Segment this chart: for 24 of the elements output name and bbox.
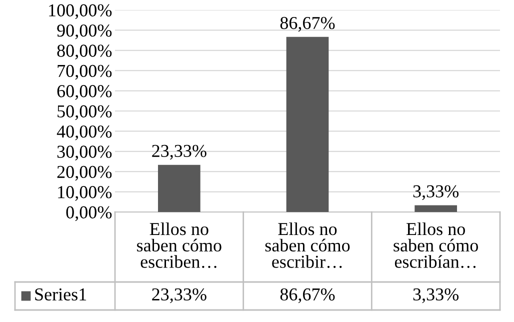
- legend-label: Series1: [35, 288, 86, 301]
- y-tick-label: 20,00%: [57, 166, 112, 181]
- x-tick-label: Ellos no saben cómo escribir…: [265, 222, 350, 268]
- y-tick-label: 70,00%: [58, 64, 112, 80]
- data-label: 86,67%: [280, 288, 335, 304]
- x-tick-label: Ellos no saben cómo escribían…: [394, 222, 478, 268]
- y-tick-label: 60,00%: [57, 85, 112, 100]
- y-tick-label: 10,00%: [58, 186, 112, 201]
- y-tick-label: 90,00%: [57, 24, 112, 40]
- y-tick-label: 50,00%: [58, 105, 112, 120]
- bar: [286, 36, 329, 212]
- y-tick-label: 0,00%: [66, 206, 112, 222]
- x-tick-label: Ellos no saben cómo escriben…: [137, 222, 222, 268]
- y-tick-label: 30,00%: [57, 146, 112, 160]
- bar: [414, 205, 458, 212]
- data-label: 3,33%: [413, 288, 459, 304]
- text: 86,67%: [280, 16, 335, 32]
- bar: [158, 164, 200, 212]
- text: 23,33%: [152, 144, 206, 160]
- text: 3,33%: [413, 185, 459, 200]
- data-label: 23,33%: [152, 288, 206, 304]
- y-tick-label: 40,00%: [56, 125, 112, 140]
- y-tick-label: 100,00%: [49, 4, 112, 20]
- y-tick-label: 80,00%: [57, 44, 112, 60]
